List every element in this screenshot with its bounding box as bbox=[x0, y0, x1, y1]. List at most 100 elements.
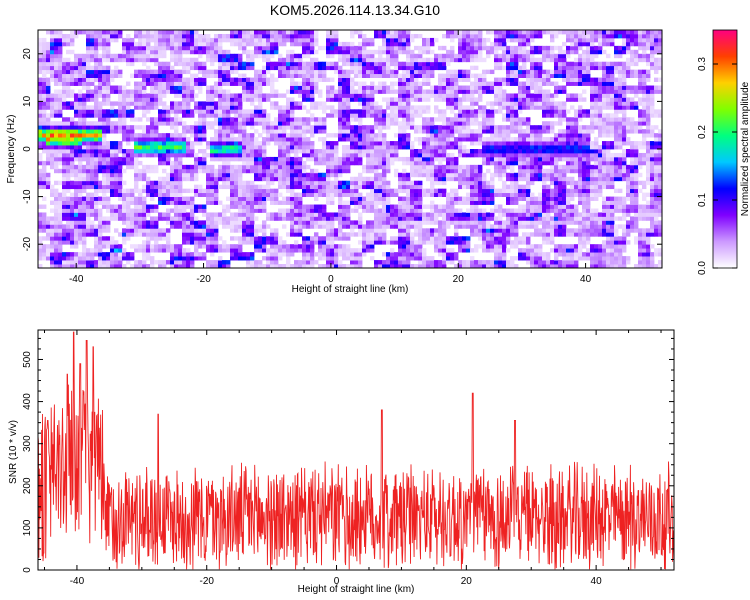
spectrogram-cell bbox=[426, 45, 431, 51]
spectrogram-cell bbox=[74, 256, 79, 261]
spectrogram-cell bbox=[318, 73, 323, 78]
spectrogram-cell bbox=[318, 176, 323, 182]
spectrogram-cell bbox=[266, 216, 271, 221]
spectrogram-cell bbox=[378, 192, 383, 197]
spectrogram-cell bbox=[298, 61, 303, 67]
spectrogram-cell bbox=[218, 49, 223, 55]
spectrogram-cell bbox=[402, 220, 407, 225]
spectrogram-cell bbox=[418, 256, 423, 261]
spectrogram-cell bbox=[158, 109, 163, 114]
spectrogram-cell bbox=[322, 248, 327, 253]
spectrogram-cell bbox=[366, 125, 371, 130]
spectrogram-cell bbox=[246, 33, 251, 39]
spectrogram-cell bbox=[134, 152, 139, 158]
spectrogram-cell bbox=[414, 85, 419, 90]
spectrogram-cell bbox=[442, 125, 447, 130]
spectrogram-cell bbox=[298, 260, 303, 265]
spectrogram-cell bbox=[202, 212, 207, 217]
spectrogram-cell bbox=[162, 244, 167, 249]
spectrogram-cell bbox=[278, 160, 283, 166]
spectrogram-cell bbox=[394, 204, 399, 209]
spectrogram-cell bbox=[242, 45, 247, 51]
spectrogram-cell bbox=[382, 69, 387, 75]
spectrogram-cell bbox=[166, 37, 171, 43]
spectrogram-cell bbox=[386, 196, 391, 201]
spectrogram-cell bbox=[242, 232, 247, 237]
spectrogram-cell bbox=[74, 133, 79, 138]
spectrogram-cell bbox=[350, 129, 355, 134]
spectrogram-cell bbox=[310, 156, 315, 162]
spectrogram-cell bbox=[402, 240, 407, 245]
spectrogram-cell bbox=[214, 53, 219, 59]
spectrogram-cell bbox=[230, 200, 235, 205]
spectrogram-cell bbox=[390, 105, 395, 110]
spectrogram-cell bbox=[386, 184, 391, 190]
spectrogram-cell bbox=[114, 212, 119, 217]
spectrogram-cell bbox=[122, 188, 127, 194]
spectrogram-cell bbox=[374, 232, 379, 237]
spectrogram-cell bbox=[114, 172, 119, 178]
spectrogram-cell bbox=[154, 248, 159, 253]
spectrogram-cell bbox=[82, 121, 87, 126]
spectrogram-cell bbox=[138, 260, 143, 265]
spectrogram-cell bbox=[422, 41, 427, 47]
spectrogram-cell bbox=[214, 73, 219, 78]
spectrogram-cell bbox=[338, 160, 343, 166]
spectrogram-cell bbox=[50, 256, 55, 261]
spectrogram-cell bbox=[210, 200, 215, 205]
spectrogram-cell bbox=[302, 61, 307, 67]
spectrogram-cell bbox=[378, 137, 383, 142]
spectrogram-cell bbox=[282, 164, 287, 170]
spectrogram-cell bbox=[294, 196, 299, 201]
spectrogram-cell bbox=[238, 81, 243, 86]
spectrogram-cell bbox=[102, 97, 107, 102]
spectrogram-cell bbox=[414, 77, 419, 82]
spectrogram-cell bbox=[370, 73, 375, 78]
spectrogram-cell bbox=[450, 49, 455, 55]
spectrogram-cell bbox=[74, 180, 79, 186]
spectrogram-cell bbox=[110, 264, 115, 269]
spectrogram-cell bbox=[314, 232, 319, 237]
spectrogram-cell bbox=[214, 105, 219, 110]
spectrogram-cell bbox=[230, 125, 235, 130]
spectrogram-cell bbox=[266, 65, 271, 71]
spectrogram-cell bbox=[54, 69, 59, 75]
spectrogram-cell bbox=[266, 53, 271, 59]
spectrogram-cell bbox=[214, 149, 219, 154]
spectrogram-cell bbox=[110, 168, 115, 174]
spectrogram-cell bbox=[362, 200, 367, 205]
spectrogram-cell bbox=[114, 260, 119, 265]
spectrogram-cell bbox=[442, 168, 447, 174]
spectrogram-cell bbox=[238, 57, 243, 63]
spectrogram-cell bbox=[194, 73, 199, 78]
spectrogram-cell bbox=[222, 180, 227, 186]
spectrogram-cell bbox=[378, 180, 383, 186]
spectrogram-cell bbox=[98, 220, 103, 225]
spectrogram-cell bbox=[194, 93, 199, 98]
spectrogram-cell bbox=[326, 53, 331, 59]
spectrogram-cell bbox=[46, 69, 51, 75]
spectrogram-cell bbox=[86, 180, 91, 186]
spectrogram-cell bbox=[378, 164, 383, 170]
spectrogram-cell bbox=[98, 93, 103, 98]
spectrogram-cell bbox=[206, 73, 211, 78]
spectrogram-cell bbox=[138, 57, 143, 63]
spectrogram-cell bbox=[118, 264, 123, 269]
spectrogram-cell bbox=[294, 184, 299, 190]
spectrogram-cell bbox=[290, 160, 295, 166]
spectrogram-cell bbox=[422, 252, 427, 257]
spectrogram-cell bbox=[346, 45, 351, 51]
spectrogram-cell bbox=[118, 232, 123, 237]
spectrogram-cell bbox=[362, 93, 367, 98]
spectrogram-cell bbox=[418, 109, 423, 114]
spectrogram-cell bbox=[370, 81, 375, 86]
spectrogram-cell bbox=[450, 81, 455, 86]
spectrogram-cell bbox=[294, 260, 299, 265]
spectrogram-cell bbox=[234, 93, 239, 98]
spectrogram-cell bbox=[282, 168, 287, 174]
spectrogram-cell bbox=[326, 93, 331, 98]
spectrogram-cell bbox=[154, 97, 159, 102]
spectrogram-cell bbox=[398, 172, 403, 178]
spectrogram-cell bbox=[38, 77, 43, 82]
spectrogram-cell bbox=[238, 30, 243, 35]
